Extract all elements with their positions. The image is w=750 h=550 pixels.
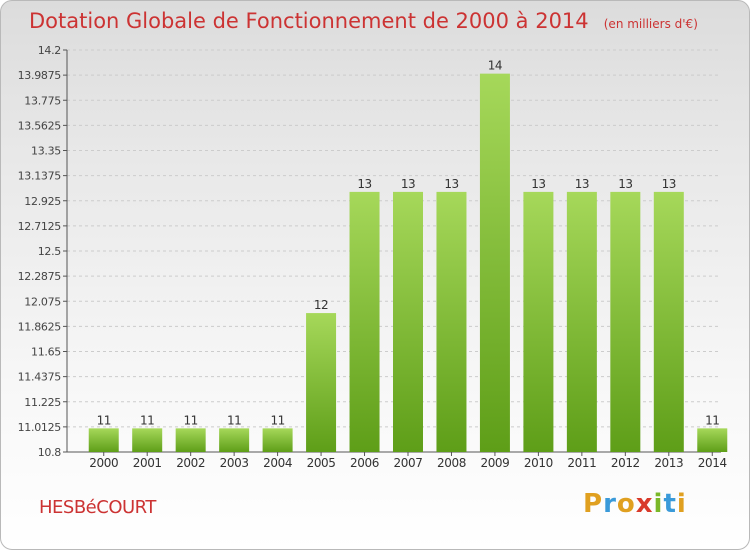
bar-2011 (566, 191, 597, 452)
x-tick-label-2001: 2001 (133, 456, 162, 470)
data-label-2004: 11 (270, 413, 284, 427)
bar-2002 (175, 428, 206, 452)
y-tick-label: 12.075 (24, 295, 61, 308)
logo-letter: i (653, 489, 664, 519)
y-tick-label: 13.5625 (18, 119, 62, 132)
x-tick-label-2012: 2012 (611, 456, 640, 470)
y-tick-label: 13.35 (31, 145, 61, 158)
y-tick-label: 11.65 (31, 346, 61, 359)
y-tick-label: 12.5 (38, 245, 62, 258)
y-tick-label: 13.775 (24, 94, 61, 107)
title-text: Dotation Globale de Fonctionnement de 20… (29, 9, 589, 33)
bar-2004 (262, 428, 293, 452)
bar-2006 (349, 191, 380, 452)
y-tick-label: 14.2 (38, 44, 61, 57)
data-label-2006: 13 (357, 177, 371, 191)
data-label-2012: 13 (618, 177, 632, 191)
data-label-2003: 11 (227, 413, 241, 427)
data-label-2000: 11 (97, 413, 111, 427)
logo-letter: r (603, 489, 617, 519)
commune-name: HESBéCOURT (39, 497, 156, 518)
x-tick-label-2013: 2013 (654, 456, 683, 470)
data-label-2008: 13 (444, 177, 458, 191)
x-tick-label-2003: 2003 (220, 456, 249, 470)
x-tick-label-2014: 2014 (698, 456, 727, 470)
y-tick-label: 11.4375 (18, 371, 62, 384)
x-tick-label-2006: 2006 (350, 456, 379, 470)
logo-letter: x (635, 489, 654, 519)
title-unit: (en milliers d'€) (603, 17, 698, 31)
data-label-2009: 14 (488, 59, 502, 73)
bar-2010 (523, 191, 554, 452)
bar-2008 (436, 191, 467, 452)
data-labels: 11 11 11 11 11 12 13 13 13 14 13 13 13 13 11 (97, 59, 720, 428)
data-label-2010: 13 (531, 177, 545, 191)
data-label-2002: 11 (184, 413, 198, 427)
data-label-2014: 11 (705, 413, 719, 427)
data-label-2005: 12 (314, 298, 328, 312)
x-tick-label-2002: 2002 (176, 456, 205, 470)
logo-letter: o (616, 489, 636, 519)
data-label-2007: 13 (401, 177, 415, 191)
logo-letter: t (663, 489, 677, 519)
logo-letter: P (583, 489, 604, 519)
y-tick-label: 11.225 (24, 396, 61, 409)
y-tick-label: 13.9875 (18, 69, 62, 82)
bars (88, 73, 728, 452)
bar-2000 (88, 428, 119, 452)
bar-2012 (610, 191, 641, 452)
x-tick-label-2000: 2000 (89, 456, 118, 470)
bar-2001 (132, 428, 163, 452)
logo-letter: i (676, 489, 687, 519)
bar-2007 (393, 191, 423, 452)
y-tick-label: 12.925 (24, 195, 61, 208)
y-tick-label: 12.7125 (18, 220, 62, 233)
y-tick-label: 12.2875 (18, 270, 62, 283)
proxiti-logo: Proxiti (583, 489, 687, 519)
x-tick-label-2008: 2008 (437, 456, 466, 470)
x-tick-label-2011: 2011 (567, 456, 596, 470)
bar-2013 (653, 191, 684, 452)
data-label-2011: 13 (575, 177, 589, 191)
chart-title: Dotation Globale de Fonctionnement de 20… (29, 9, 698, 33)
x-tick-label-2007: 2007 (394, 456, 423, 470)
x-tick-labels: 2000 2001 2002 2003 2004 2005 2006 2007 2008 2009… (89, 456, 727, 470)
x-tick-label-2004: 2004 (263, 456, 292, 470)
y-tick-label: 13.1375 (18, 170, 62, 183)
bar-2003 (219, 428, 250, 452)
y-tick-label: 11.0125 (18, 421, 62, 434)
bar-2005 (306, 313, 337, 452)
y-tick-label: 11.8625 (18, 320, 62, 333)
x-tick-label-2009: 2009 (480, 456, 509, 470)
data-label-2001: 11 (140, 413, 154, 427)
x-tick-label-2010: 2010 (524, 456, 553, 470)
x-tick-label-2005: 2005 (307, 456, 336, 470)
bar-2014 (697, 428, 728, 452)
y-tick-labels: 10.8 11.0125 11.225 11.4375 11.65 11.8625 12.0… (18, 44, 62, 459)
bar-2009 (479, 73, 510, 452)
y-tick-label: 10.8 (38, 446, 62, 459)
data-label-2013: 13 (662, 177, 676, 191)
